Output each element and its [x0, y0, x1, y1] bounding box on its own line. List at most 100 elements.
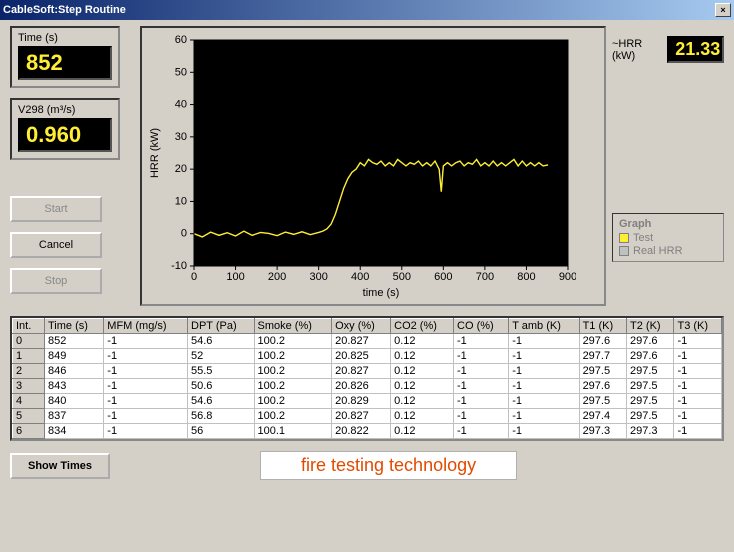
table-column-header[interactable]: T amb (K): [509, 319, 579, 334]
table-column-header[interactable]: T2 (K): [627, 319, 674, 334]
svg-text:time (s): time (s): [363, 287, 400, 299]
show-times-button[interactable]: Show Times: [10, 453, 110, 479]
stop-button[interactable]: Stop: [10, 268, 102, 294]
table-row[interactable]: 1849-152100.220.8250.12-1-1297.7297.6-1: [13, 349, 722, 364]
table-column-header[interactable]: Oxy (%): [332, 319, 391, 334]
table-cell: 846: [45, 364, 104, 379]
table-cell: 297.3: [579, 424, 626, 439]
table-cell: 20.827: [332, 409, 391, 424]
table-cell: 297.5: [579, 364, 626, 379]
table-row[interactable]: 0852-154.6100.220.8270.12-1-1297.6297.6-…: [13, 334, 722, 349]
table-cell: 54.6: [188, 394, 255, 409]
cancel-button[interactable]: Cancel: [10, 232, 102, 258]
table-cell: 6: [13, 424, 45, 439]
table-cell: -1: [674, 364, 722, 379]
table-column-header[interactable]: Int.: [13, 319, 45, 334]
table-cell: 297.4: [579, 409, 626, 424]
table-cell: -1: [509, 364, 579, 379]
table-cell: -1: [454, 394, 509, 409]
svg-text:-10: -10: [171, 260, 187, 272]
hrr-chart: 0100200300400500600700800900-10010203040…: [140, 26, 606, 306]
table-cell: 20.826: [332, 379, 391, 394]
table-cell: 297.5: [627, 364, 674, 379]
svg-text:400: 400: [351, 271, 369, 283]
table-cell: 297.6: [579, 379, 626, 394]
table-row[interactable]: 5837-156.8100.220.8270.12-1-1297.4297.5-…: [13, 409, 722, 424]
legend-item-test: Test: [633, 232, 653, 244]
table-cell: 834: [45, 424, 104, 439]
table-cell: 100.2: [254, 364, 332, 379]
table-cell: -1: [674, 394, 722, 409]
table-column-header[interactable]: CO2 (%): [391, 319, 454, 334]
table-cell: 5: [13, 409, 45, 424]
table-cell: 100.2: [254, 409, 332, 424]
start-button[interactable]: Start: [10, 196, 102, 222]
table-column-header[interactable]: T3 (K): [674, 319, 722, 334]
time-readout: Time (s) 852: [10, 26, 120, 88]
table-cell: 20.827: [332, 364, 391, 379]
table-cell: 297.5: [627, 379, 674, 394]
svg-text:900: 900: [559, 271, 576, 283]
table-cell: -1: [509, 424, 579, 439]
window-title: CableSoft:Step Routine: [3, 4, 126, 16]
svg-text:200: 200: [268, 271, 286, 283]
graph-legend: Graph Test Real HRR: [612, 213, 724, 262]
table-cell: 20.829: [332, 394, 391, 409]
table-column-header[interactable]: CO (%): [454, 319, 509, 334]
table-column-header[interactable]: MFM (mg/s): [104, 319, 188, 334]
table-cell: 297.7: [579, 349, 626, 364]
table-cell: 297.3: [627, 424, 674, 439]
table-cell: -1: [104, 379, 188, 394]
svg-text:600: 600: [434, 271, 452, 283]
hrr-value: 21.33: [667, 36, 724, 63]
table-cell: -1: [104, 349, 188, 364]
table-cell: -1: [674, 334, 722, 349]
table-cell: 0.12: [391, 349, 454, 364]
close-icon[interactable]: ×: [715, 3, 731, 17]
table-cell: 840: [45, 394, 104, 409]
table-cell: -1: [674, 349, 722, 364]
svg-text:HRR (kW): HRR (kW): [149, 128, 161, 178]
table-cell: -1: [454, 349, 509, 364]
v298-label: V298 (m³/s): [18, 104, 112, 116]
table-cell: -1: [674, 409, 722, 424]
table-cell: 100.2: [254, 394, 332, 409]
table-row[interactable]: 2846-155.5100.220.8270.12-1-1297.5297.5-…: [13, 364, 722, 379]
svg-text:20: 20: [175, 163, 187, 175]
table-cell: 20.827: [332, 334, 391, 349]
table-column-header[interactable]: DPT (Pa): [188, 319, 255, 334]
table-cell: 0.12: [391, 364, 454, 379]
table-cell: 55.5: [188, 364, 255, 379]
table-cell: 849: [45, 349, 104, 364]
table-row[interactable]: 4840-154.6100.220.8290.12-1-1297.5297.5-…: [13, 394, 722, 409]
table-cell: 56.8: [188, 409, 255, 424]
table-column-header[interactable]: Smoke (%): [254, 319, 332, 334]
table-column-header[interactable]: Time (s): [45, 319, 104, 334]
table-column-header[interactable]: T1 (K): [579, 319, 626, 334]
legend-item-realhrr: Real HRR: [633, 245, 683, 257]
svg-text:300: 300: [309, 271, 327, 283]
data-table[interactable]: Int.Time (s)MFM (mg/s)DPT (Pa)Smoke (%)O…: [10, 316, 724, 441]
table-cell: 297.6: [627, 334, 674, 349]
table-cell: 100.1: [254, 424, 332, 439]
hrr-readout: ~HRR (kW) 21.33: [612, 36, 724, 63]
title-bar: CableSoft:Step Routine ×: [0, 0, 734, 20]
table-cell: -1: [509, 379, 579, 394]
table-cell: 0: [13, 334, 45, 349]
table-cell: 54.6: [188, 334, 255, 349]
svg-text:0: 0: [181, 228, 187, 240]
legend-swatch-test: [619, 233, 629, 243]
table-row[interactable]: 3843-150.6100.220.8260.12-1-1297.6297.5-…: [13, 379, 722, 394]
table-row[interactable]: 6834-156100.120.8220.12-1-1297.3297.3-1: [13, 424, 722, 439]
time-label: Time (s): [18, 32, 112, 44]
table-cell: -1: [674, 379, 722, 394]
time-value: 852: [18, 46, 112, 80]
table-cell: 0.12: [391, 394, 454, 409]
legend-swatch-realhrr: [619, 246, 629, 256]
svg-text:50: 50: [175, 66, 187, 78]
table-cell: 20.822: [332, 424, 391, 439]
table-cell: 2: [13, 364, 45, 379]
v298-readout: V298 (m³/s) 0.960: [10, 98, 120, 160]
table-cell: -1: [104, 334, 188, 349]
table-cell: -1: [104, 364, 188, 379]
